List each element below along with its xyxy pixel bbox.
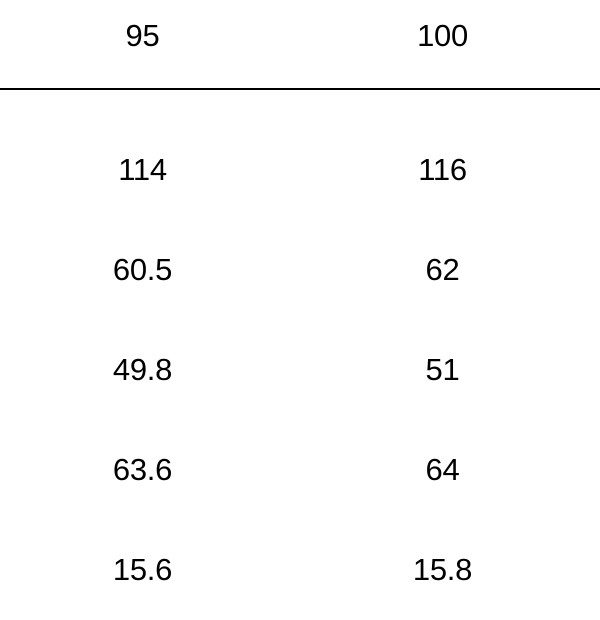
header-cell: 100 [285, 18, 600, 54]
table-header-row: 95 100 [0, 0, 600, 92]
data-cell: 114 [0, 152, 285, 188]
data-table: 95 100 114 116 60.5 62 49.8 51 63.6 64 1… [0, 0, 600, 600]
table-row: 49.8 51 [0, 320, 600, 420]
table-row: 63.6 64 [0, 420, 600, 520]
data-cell: 64 [285, 452, 600, 488]
data-cell: 63.6 [0, 452, 285, 488]
data-cell: 15.6 [0, 552, 285, 588]
table-row: 15.6 15.8 [0, 520, 600, 620]
header-divider [0, 88, 600, 90]
table-body: 114 116 60.5 62 49.8 51 63.6 64 15.6 15.… [0, 92, 600, 620]
data-cell: 49.8 [0, 352, 285, 388]
data-cell: 51 [285, 352, 600, 388]
table-row: 114 116 [0, 120, 600, 220]
header-cell: 95 [0, 18, 285, 54]
data-cell: 116 [285, 152, 600, 188]
data-cell: 62 [285, 252, 600, 288]
data-cell: 15.8 [285, 552, 600, 588]
table-row: 60.5 62 [0, 220, 600, 320]
data-cell: 60.5 [0, 252, 285, 288]
